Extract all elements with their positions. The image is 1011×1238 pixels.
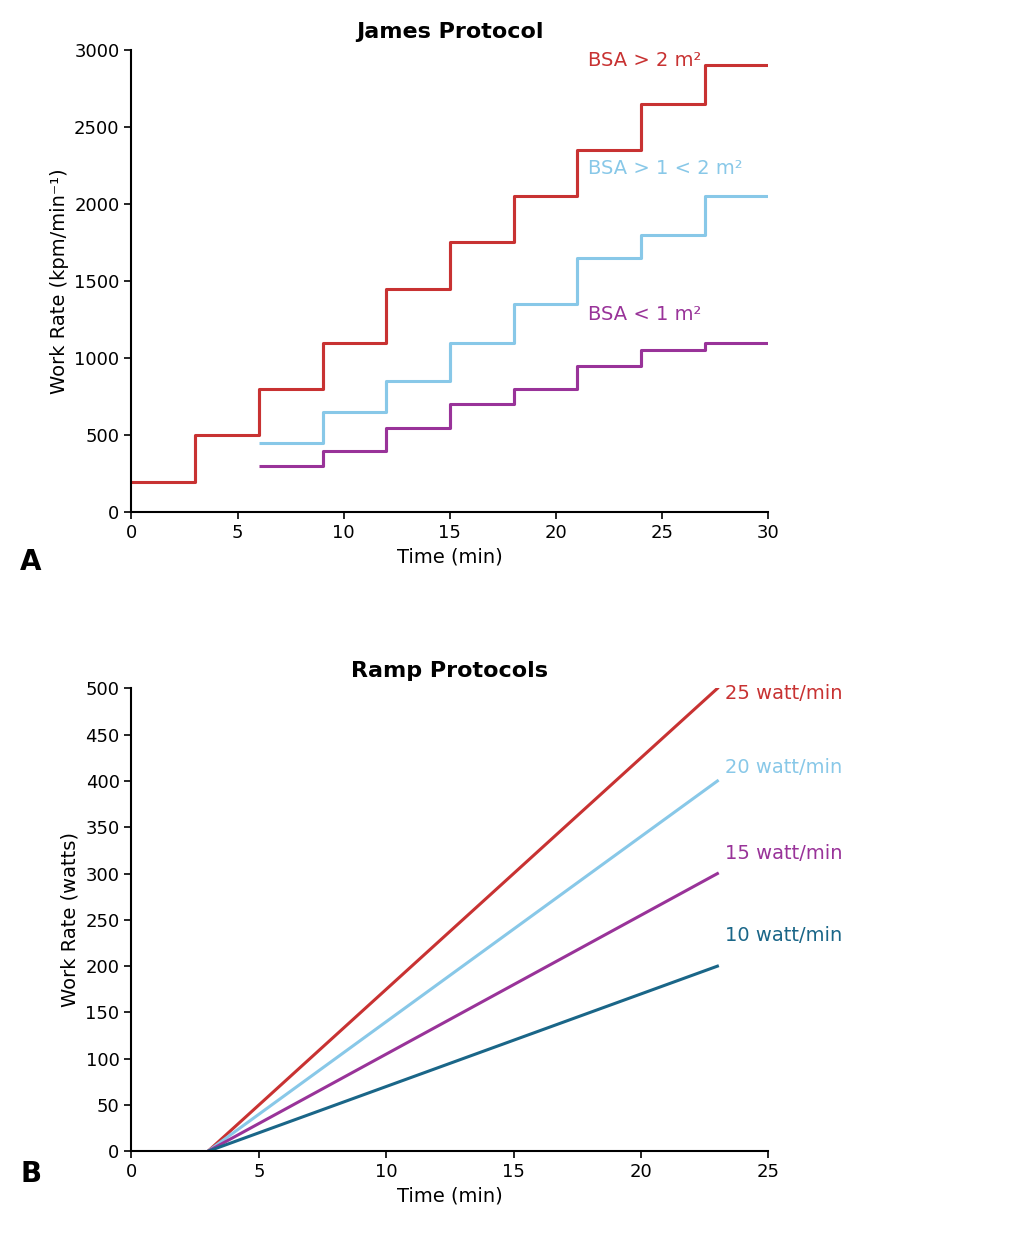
X-axis label: Time (min): Time (min)	[397, 548, 502, 567]
Text: 25 watt/min: 25 watt/min	[725, 683, 842, 702]
Text: 10 watt/min: 10 watt/min	[725, 926, 842, 945]
Title: Ramp Protocols: Ramp Protocols	[352, 661, 548, 681]
Text: A: A	[20, 547, 41, 576]
Text: B: B	[20, 1160, 41, 1188]
Text: BSA > 2 m²: BSA > 2 m²	[588, 51, 702, 69]
Text: 15 watt/min: 15 watt/min	[725, 844, 842, 863]
X-axis label: Time (min): Time (min)	[397, 1187, 502, 1206]
Text: 20 watt/min: 20 watt/min	[725, 758, 842, 776]
Y-axis label: Work Rate (watts): Work Rate (watts)	[61, 832, 80, 1008]
Text: BSA > 1 < 2 m²: BSA > 1 < 2 m²	[588, 158, 742, 178]
Y-axis label: Work Rate (kpm/min⁻¹): Work Rate (kpm/min⁻¹)	[50, 168, 69, 394]
Text: BSA < 1 m²: BSA < 1 m²	[588, 306, 702, 324]
Title: James Protocol: James Protocol	[356, 22, 544, 42]
